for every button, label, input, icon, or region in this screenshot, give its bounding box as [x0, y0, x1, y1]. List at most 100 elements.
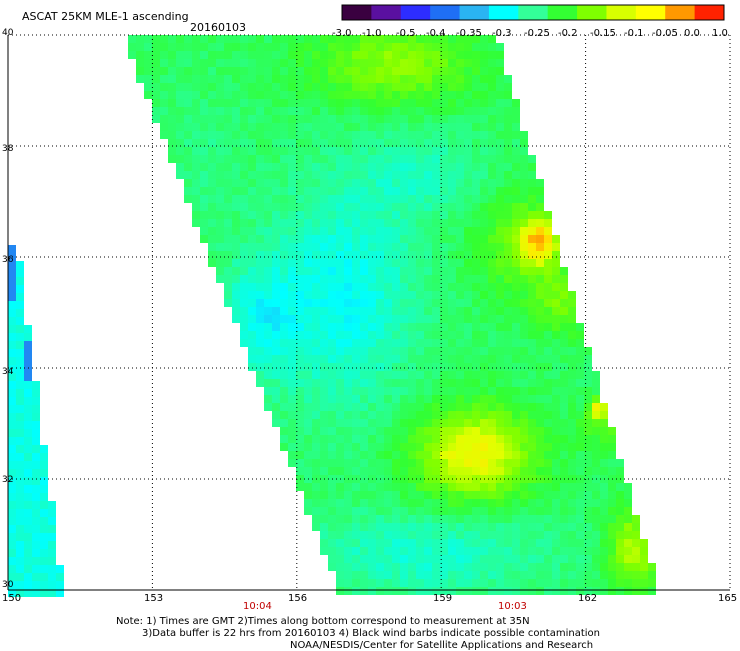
mle-cell — [632, 563, 640, 571]
mle-cell — [456, 387, 464, 395]
mle-cell — [392, 531, 400, 539]
mle-cell — [600, 411, 608, 419]
mle-cell — [336, 451, 344, 459]
mle-cell — [536, 555, 544, 563]
mle-cell — [288, 227, 296, 235]
mle-cell — [304, 139, 312, 147]
mle-cell — [224, 155, 232, 163]
mle-cell — [616, 499, 624, 507]
mle-cell — [624, 555, 632, 563]
mle-cell — [296, 283, 304, 291]
mle-cell — [320, 379, 328, 387]
mle-cell — [280, 171, 288, 179]
mle-cell — [360, 459, 368, 467]
mle-cell — [592, 507, 600, 515]
mle-cell — [280, 371, 288, 379]
mle-cell — [472, 155, 480, 163]
mle-cell — [280, 51, 288, 59]
mle-cell — [240, 171, 248, 179]
mle-cell — [496, 555, 504, 563]
mle-cell — [536, 467, 544, 475]
mle-cell — [368, 347, 376, 355]
mle-cell — [320, 91, 328, 99]
mle-cell — [168, 147, 176, 155]
mle-cell — [488, 339, 496, 347]
mle-cell — [296, 211, 304, 219]
mle-cell — [528, 419, 536, 427]
mle-cell — [456, 275, 464, 283]
mle-cell — [304, 187, 312, 195]
mle-cell — [216, 59, 224, 67]
mle-cell — [288, 267, 296, 275]
mle-cell — [368, 459, 376, 467]
mle-cell — [352, 515, 360, 523]
mle-cell — [376, 43, 384, 51]
mle-cell — [200, 35, 208, 43]
mle-cell — [392, 411, 400, 419]
mle-cell — [624, 547, 632, 555]
mle-cell — [304, 491, 312, 499]
mle-cell — [408, 547, 416, 555]
mle-cell — [472, 99, 480, 107]
mle-cell — [448, 291, 456, 299]
mle-cell — [440, 587, 448, 595]
mle-cell — [24, 405, 32, 413]
mle-cell — [264, 147, 272, 155]
mle-cell — [376, 211, 384, 219]
mle-cell — [384, 387, 392, 395]
mle-cell — [488, 83, 496, 91]
mle-cell — [288, 371, 296, 379]
mle-cell — [240, 59, 248, 67]
colorbar-label: -0.35 — [456, 28, 482, 39]
mle-cell — [408, 491, 416, 499]
mle-cell — [280, 259, 288, 267]
mle-cell — [584, 563, 592, 571]
mle-cell — [16, 317, 24, 325]
mle-cell — [568, 539, 576, 547]
mle-cell — [584, 579, 592, 587]
mle-cell — [392, 211, 400, 219]
mle-cell — [328, 235, 336, 243]
mle-cell — [560, 331, 568, 339]
mle-cell — [536, 459, 544, 467]
mle-cell — [328, 347, 336, 355]
mle-cell — [32, 493, 40, 501]
mle-cell — [520, 403, 528, 411]
mle-cell — [280, 147, 288, 155]
mle-cell — [384, 155, 392, 163]
mle-cell — [224, 147, 232, 155]
mle-cell — [256, 331, 264, 339]
mle-cell — [448, 275, 456, 283]
mle-cell — [584, 403, 592, 411]
mle-cell — [224, 163, 232, 171]
mle-cell — [240, 195, 248, 203]
mle-cell — [480, 555, 488, 563]
mle-cell — [384, 435, 392, 443]
mle-cell — [552, 419, 560, 427]
mle-cell — [504, 107, 512, 115]
mle-cell — [424, 147, 432, 155]
mle-cell — [288, 315, 296, 323]
mle-cell — [336, 43, 344, 51]
mle-cell — [408, 43, 416, 51]
mle-cell — [16, 533, 24, 541]
mle-cell — [456, 483, 464, 491]
mle-cell — [344, 435, 352, 443]
mle-cell — [408, 235, 416, 243]
mle-cell — [296, 371, 304, 379]
mle-cell — [528, 283, 536, 291]
mle-cell — [424, 267, 432, 275]
mle-cell — [576, 555, 584, 563]
mle-cell — [520, 299, 528, 307]
mle-cell — [456, 443, 464, 451]
mle-cell — [544, 387, 552, 395]
mle-cell — [384, 323, 392, 331]
mle-cell — [536, 227, 544, 235]
mle-cell — [392, 451, 400, 459]
mle-cell — [368, 187, 376, 195]
mle-cell — [192, 195, 200, 203]
mle-cell — [232, 147, 240, 155]
mle-cell — [376, 259, 384, 267]
mle-cell — [376, 107, 384, 115]
mle-cell — [256, 211, 264, 219]
